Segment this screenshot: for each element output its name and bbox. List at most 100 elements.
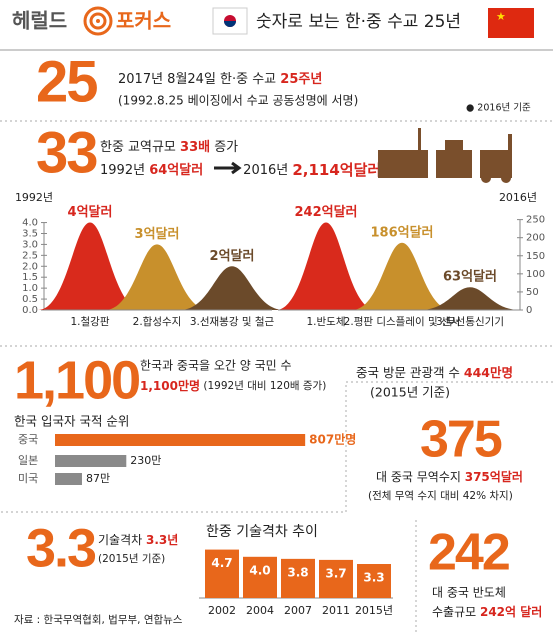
highlight: 1,100만명: [140, 378, 200, 393]
text: 한국과 중국을 오간 양 국민 수: [140, 359, 292, 373]
value-label: 242억달러: [294, 204, 357, 220]
y-tick-label: 2.5: [22, 250, 38, 261]
y-tick-label: 0.5: [22, 294, 38, 305]
text: 대 중국 반도체: [432, 586, 506, 600]
text: (2015년 기준): [370, 385, 450, 400]
value-label: 4.0: [249, 563, 270, 577]
x-tick-label: 2004: [246, 604, 274, 617]
bar: [319, 559, 353, 598]
value-label: 807만명: [309, 432, 356, 447]
highlight: 64억달러: [149, 162, 203, 178]
divider: [0, 381, 553, 513]
big-number: 33: [36, 120, 97, 185]
x-tick-label: 2.평판 디스플레이 및 센서: [344, 316, 461, 328]
big-number: 25: [36, 49, 97, 114]
x-tick-label: 3.선재봉강 및 철근: [190, 316, 275, 328]
value-label: 186억달러: [370, 224, 433, 240]
y-tick-label: 3.0: [22, 239, 38, 250]
text: 1992년: [100, 163, 149, 178]
bar: [357, 564, 391, 598]
y-tick-label: 중국: [18, 433, 38, 446]
text: 기술격차: [98, 533, 146, 547]
chart-title: 한국 입국자 국적 순위: [14, 414, 129, 429]
value-label: 4억달러: [68, 204, 113, 220]
big-number: 3.3: [26, 518, 96, 578]
y-tick-label: 1.0: [22, 283, 38, 294]
mountain: [276, 222, 376, 310]
highlight: 444만명: [464, 365, 513, 380]
bar: [55, 434, 306, 446]
arrow: [214, 161, 242, 175]
chart-title: 한중 기술격차 추이: [206, 524, 318, 540]
highlight: 2,114억달러: [292, 161, 381, 179]
value-label: 3.7: [325, 566, 346, 580]
text: (1992년 대비 120배 증가): [200, 380, 326, 392]
header-title: 숫자로 보는 한·중 수교 25년: [256, 12, 461, 32]
mountain: [105, 244, 209, 310]
text: 한중 교역규모 33배 증가: [100, 139, 238, 155]
china-flag: ★: [488, 8, 534, 38]
y-tick-label: 200: [526, 233, 545, 244]
y-tick-label: 4.0: [22, 218, 38, 229]
x-tick-label: 3.무선통신기기: [436, 316, 504, 328]
highlight: 33배: [180, 139, 210, 155]
bar: [205, 549, 239, 598]
text: (2015년 기준): [98, 553, 165, 565]
text: 증가: [210, 140, 238, 155]
trade-icons: [378, 128, 512, 183]
mountain: [352, 242, 452, 310]
axis-label: 1992년: [15, 191, 53, 204]
big-number: 242: [428, 524, 509, 582]
big-number: 375: [420, 411, 502, 469]
y-tick-label: 100: [526, 269, 545, 280]
y-tick-label: 미국: [18, 472, 38, 485]
x-tick-label: 2015년: [355, 604, 393, 617]
korea-flag: [212, 7, 248, 35]
value-label: 4.7: [211, 556, 232, 570]
text: (전체 무역 수지 대비 42% 차지): [368, 490, 513, 502]
big-number: 1,100: [14, 350, 139, 410]
bar: [281, 558, 315, 598]
y-tick-label: 1.5: [22, 272, 38, 283]
source: 자료 : 한국무역협회, 법무부, 연합뉴스: [14, 613, 183, 626]
mountain: [180, 266, 284, 310]
value-label: 87만: [86, 472, 110, 485]
y-tick-label: 250: [526, 215, 545, 226]
y-tick-label: 3.5: [22, 228, 38, 239]
text: 한중 교역규모: [100, 140, 180, 155]
text: 2017년 8월24일 한·중 수교: [118, 72, 280, 87]
mountain: [420, 287, 520, 310]
x-tick-label: 2.합성수지: [133, 316, 182, 328]
y-tick-label: 2.0: [22, 261, 38, 272]
y-tick-label: 50: [526, 287, 539, 298]
y-tick-label: 0.0: [22, 305, 38, 316]
text: 수출규모 242억 달러: [432, 604, 542, 619]
text: 대 중국 무역수지 375억달러: [376, 469, 523, 484]
brand: 헤럴드: [12, 9, 67, 33]
y-tick-label: 0: [526, 305, 532, 316]
x-tick-label: 2007: [284, 604, 312, 617]
text: 1,100만명 (1992년 대비 120배 증가): [140, 378, 326, 393]
text: 중국 방문 관광객 수: [356, 365, 464, 380]
text: 대 중국 무역수지: [376, 470, 465, 484]
bar: [243, 556, 277, 598]
bar: [55, 455, 127, 467]
mountain: [38, 222, 142, 310]
axis-label: 2016년: [499, 191, 537, 204]
value-label: 230만: [130, 454, 161, 467]
value-label: 3.3: [363, 571, 384, 585]
x-tick-label: 1.반도체: [307, 316, 346, 328]
text: 중국 방문 관광객 수 444만명: [356, 365, 513, 380]
x-tick-label: 1.철강판: [71, 316, 110, 328]
value-label: 63억달러: [443, 269, 497, 285]
text: 1992년 64억달러 2016년 2,114억달러: [100, 161, 381, 179]
y-tick-label: 일본: [18, 453, 38, 467]
text: 기술격차 3.3년: [98, 533, 178, 547]
highlight: 3.3년: [146, 533, 178, 547]
brand: 포커스: [116, 9, 171, 33]
x-tick-label: 2011: [322, 604, 350, 617]
value-label: 2억달러: [210, 248, 255, 264]
text: 수출규모: [432, 605, 480, 619]
brand-icon: [83, 6, 113, 36]
